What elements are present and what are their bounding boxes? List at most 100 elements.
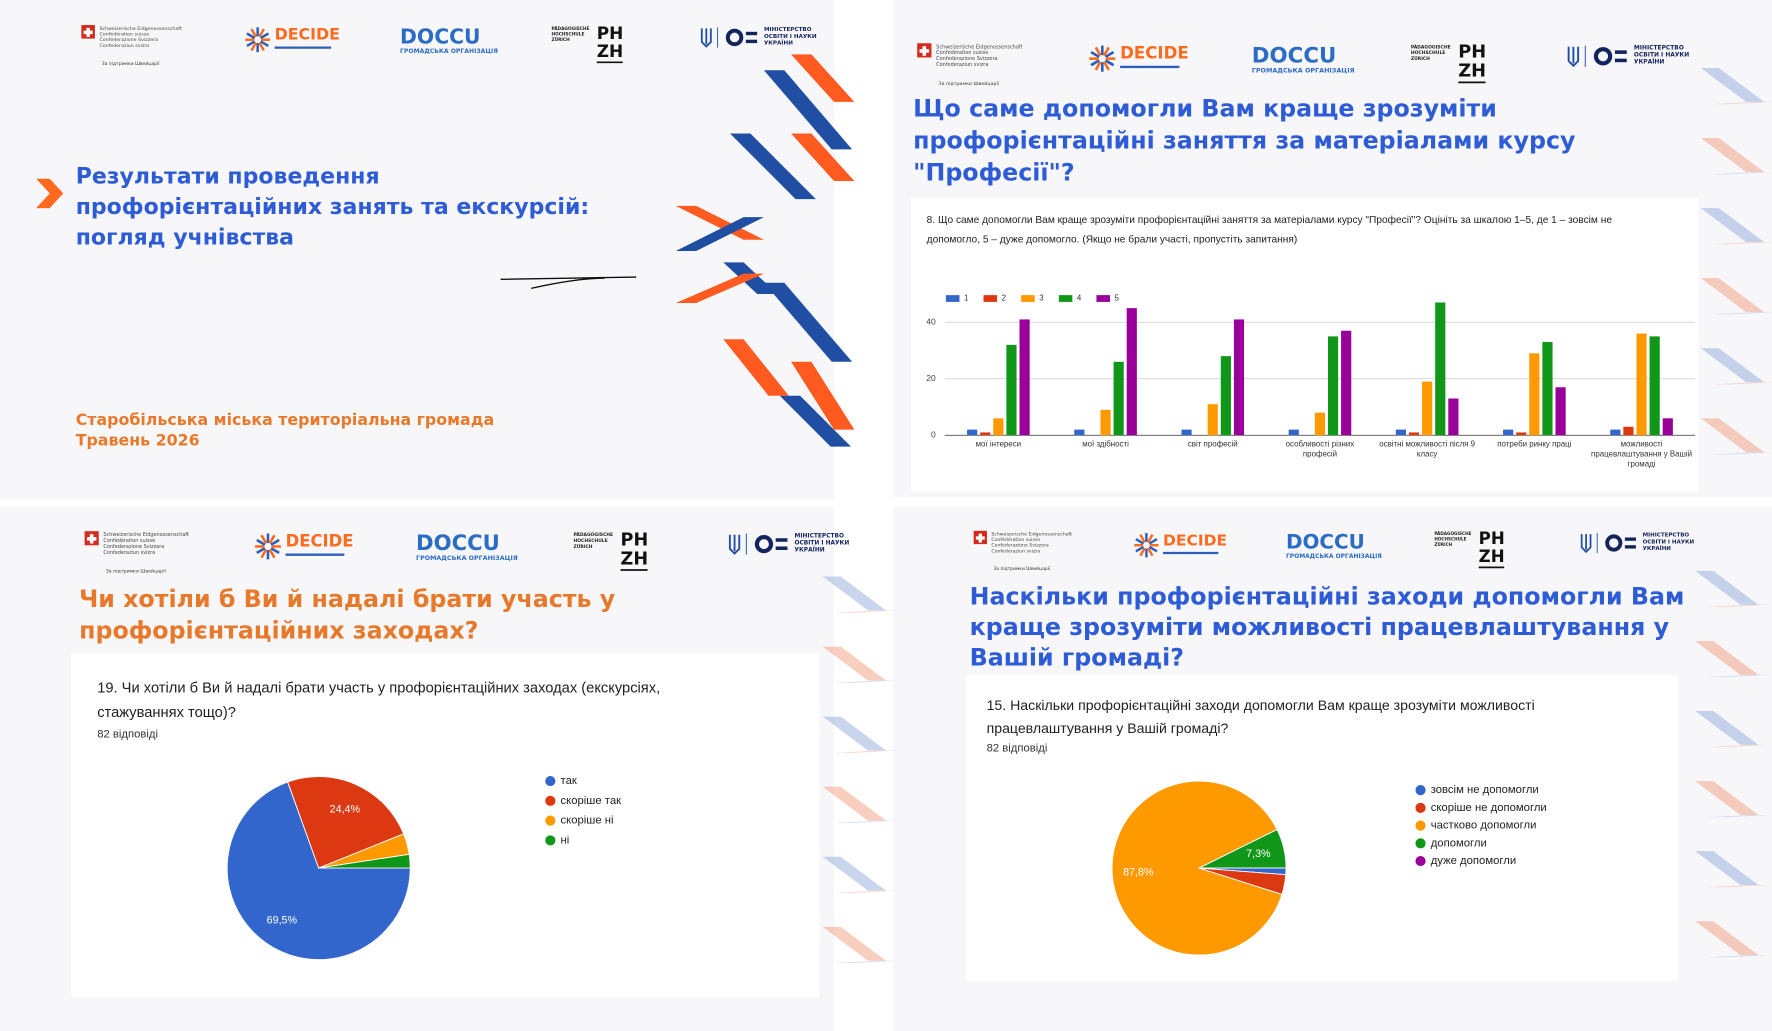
chevron-shape bbox=[791, 361, 855, 430]
legend-swatch bbox=[1096, 295, 1110, 302]
arrow-icon bbox=[36, 178, 64, 209]
bar bbox=[1610, 429, 1621, 436]
swiss-cross bbox=[975, 533, 985, 543]
bar bbox=[1623, 426, 1634, 436]
ministry-text: МІНІСТЕРСТВО bbox=[795, 533, 844, 539]
ministry-text: МІНІСТЕРСТВО bbox=[1643, 533, 1690, 539]
decide-ray bbox=[268, 534, 276, 545]
chart-panel bbox=[71, 653, 820, 997]
chevron-shape bbox=[1712, 452, 1772, 455]
chevron-shape bbox=[1700, 208, 1765, 243]
ministry-mark bbox=[725, 28, 744, 47]
doccu-logo: DOCCU bbox=[416, 530, 500, 555]
legend-label: зовсім не допомогли bbox=[1431, 784, 1539, 796]
chevron-shape bbox=[675, 217, 764, 252]
decide-ray bbox=[1102, 46, 1110, 57]
chevron-shape bbox=[675, 205, 764, 240]
decide-ray bbox=[270, 538, 280, 546]
bar bbox=[1314, 412, 1326, 436]
chart-title: допомогло, 5 – дуже допомогло. (Якщо не … bbox=[927, 233, 1298, 245]
slide-footer: Старобільська міська територіальна грома… bbox=[76, 410, 494, 429]
decide-ray bbox=[258, 28, 265, 38]
decide-ray bbox=[1135, 538, 1145, 545]
chevron-shape bbox=[834, 960, 898, 964]
chart-title: стажуваннях тощо)? bbox=[97, 705, 236, 721]
faded-pattern bbox=[1700, 67, 1772, 455]
decide-ray bbox=[259, 40, 270, 48]
chevron-shape bbox=[822, 856, 886, 891]
decide-ray bbox=[259, 32, 270, 40]
chart-title: 19. Чи хотіли б Ви й надалі брати участь… bbox=[97, 680, 660, 696]
legend-swatch bbox=[983, 295, 998, 302]
phzh-sub: ZÜRICH bbox=[574, 543, 593, 550]
doccu-sub: ГРОМАДСЬКА ОРГАНІЗАЦІЯ bbox=[416, 555, 518, 562]
legend-marker bbox=[545, 795, 556, 806]
phzh-sub: PÄDAGOGISCHE bbox=[1411, 43, 1451, 50]
bar bbox=[1233, 319, 1245, 436]
chevron-shape bbox=[1712, 101, 1772, 105]
legend-marker bbox=[545, 815, 556, 826]
ministry-text: ОСВІТИ І НАУКИ bbox=[1643, 539, 1695, 545]
phzh-logo: PH bbox=[621, 531, 649, 551]
y-tick-label: 0 bbox=[931, 429, 936, 439]
legend-marker bbox=[1415, 785, 1426, 796]
chevron-shape bbox=[1700, 348, 1765, 383]
chevron-shape bbox=[1695, 570, 1759, 605]
swiss-text: Confederazione Svizzera bbox=[936, 56, 997, 62]
bar bbox=[1220, 356, 1231, 436]
bar bbox=[1006, 344, 1017, 436]
bar bbox=[1448, 398, 1459, 436]
decide-ray bbox=[1104, 59, 1115, 67]
bar bbox=[1649, 336, 1660, 436]
swiss-cross bbox=[86, 534, 97, 544]
ministry-mark bbox=[1624, 545, 1636, 549]
legend-marker bbox=[545, 775, 556, 787]
bar bbox=[1503, 429, 1514, 436]
chart-panel bbox=[966, 674, 1679, 982]
chevron-shape bbox=[730, 133, 816, 200]
chevron-shape bbox=[1706, 604, 1770, 608]
swiss-text: Confederazione Svizzera bbox=[991, 543, 1049, 549]
legend-marker bbox=[1415, 838, 1426, 849]
pie-slice bbox=[318, 853, 411, 869]
chevron-shape bbox=[1695, 640, 1759, 675]
chevron-shape bbox=[1706, 814, 1770, 818]
chevron-shape bbox=[834, 610, 898, 613]
decide-ray bbox=[1102, 61, 1110, 71]
slide-title: Вашій громаді? bbox=[970, 644, 1184, 672]
chevron-shape bbox=[1695, 711, 1759, 745]
ministry-text: УКРАЇНИ bbox=[795, 546, 825, 553]
legend-label: скоріше ні bbox=[561, 815, 614, 827]
slide-title: "Професії"? bbox=[913, 159, 1075, 187]
chevron-shape bbox=[1712, 171, 1772, 175]
chart-title: 15. Наскільки профорієнтаційні заходи до… bbox=[987, 697, 1535, 713]
swiss-text: Schweizerische Eidgenossenschaft bbox=[936, 44, 1022, 50]
decide-ray bbox=[260, 548, 268, 559]
phzh-sub: HOCHSCHULE bbox=[551, 32, 584, 38]
trident-icon bbox=[728, 534, 741, 555]
swiss-text: Schweizerische Eidgenossenschaft bbox=[99, 26, 181, 32]
faded-pattern bbox=[1695, 570, 1770, 958]
chevron-shape bbox=[1700, 138, 1765, 172]
bar bbox=[1074, 429, 1085, 436]
bar bbox=[1181, 429, 1192, 436]
chevron-shape bbox=[1706, 744, 1770, 748]
ministry-text: ОСВІТИ І НАУКИ bbox=[764, 34, 817, 40]
legend-swatch bbox=[1021, 295, 1035, 302]
doccu-sub: ГРОМАДСЬКА ОРГАНІЗАЦІЯ bbox=[1252, 67, 1355, 75]
decide-logo: DECIDE bbox=[275, 25, 340, 44]
bar bbox=[1516, 432, 1527, 436]
chevron-shape bbox=[779, 395, 851, 447]
chart-subtitle: 82 відповіді bbox=[97, 729, 158, 741]
chevron-shape bbox=[675, 273, 764, 304]
chevron-shape bbox=[1700, 278, 1765, 313]
chevron-shape bbox=[723, 339, 789, 396]
x-tick-label: особливості різних професій bbox=[1286, 439, 1355, 458]
decide-ray bbox=[246, 40, 256, 48]
ministry-mark bbox=[1614, 50, 1627, 54]
bar bbox=[1435, 302, 1446, 436]
bar bbox=[1126, 308, 1137, 436]
phzh-sub: ZÜRICH bbox=[1411, 55, 1430, 62]
chart-title: 8. Що саме допомогли Вам краще зрозуміти… bbox=[927, 214, 1613, 226]
phzh-logo: PH bbox=[1479, 529, 1505, 548]
